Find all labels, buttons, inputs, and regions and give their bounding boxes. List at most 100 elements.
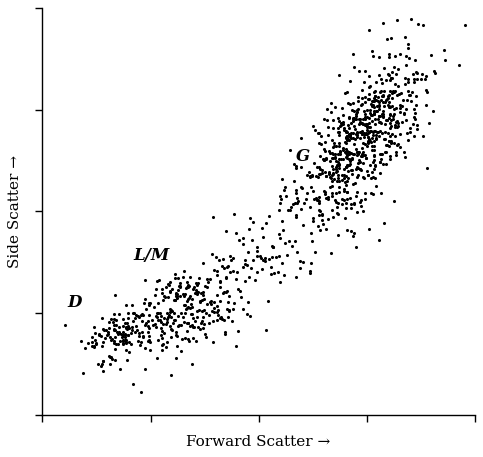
Point (145, 332, 153, 340)
Point (372, 132, 380, 139)
Point (234, 327, 242, 335)
Point (352, 112, 360, 120)
Point (325, 170, 333, 178)
Point (413, 121, 421, 128)
Point (132, 311, 140, 319)
Point (232, 229, 240, 236)
Point (369, 101, 377, 108)
Point (324, 215, 331, 223)
Point (384, 130, 392, 137)
Point (389, 112, 397, 120)
Point (114, 331, 122, 338)
Point (370, 137, 378, 144)
Point (345, 124, 353, 131)
Point (347, 134, 355, 141)
Point (210, 309, 218, 316)
Point (282, 184, 289, 191)
Point (253, 253, 261, 260)
Point (376, 158, 384, 165)
Point (350, 233, 357, 240)
Point (236, 287, 244, 294)
Point (364, 122, 371, 129)
Point (130, 309, 138, 317)
Point (369, 142, 377, 149)
Point (361, 116, 369, 123)
Point (353, 134, 361, 141)
Point (359, 115, 367, 122)
Point (105, 319, 113, 326)
Point (314, 163, 322, 170)
Point (110, 337, 118, 344)
Point (388, 74, 396, 82)
Point (346, 78, 354, 85)
Point (369, 174, 377, 181)
Point (395, 91, 403, 98)
Point (146, 300, 154, 307)
Point (293, 199, 301, 207)
Point (229, 254, 237, 261)
Point (215, 256, 223, 264)
Point (322, 172, 330, 180)
Point (197, 319, 204, 327)
Point (111, 340, 118, 347)
Point (326, 149, 334, 157)
Point (339, 112, 347, 119)
Point (333, 203, 341, 211)
Point (188, 295, 196, 302)
Point (193, 308, 201, 315)
Point (387, 122, 395, 130)
Point (128, 323, 136, 330)
Point (404, 45, 412, 52)
Point (353, 151, 361, 159)
Point (377, 151, 384, 158)
Point (386, 111, 394, 118)
Point (119, 315, 127, 322)
Point (166, 287, 174, 294)
Point (171, 296, 179, 303)
Point (309, 217, 317, 224)
Point (335, 189, 343, 196)
Point (369, 97, 376, 105)
Point (319, 156, 327, 163)
Point (267, 263, 274, 271)
Point (327, 174, 334, 181)
Point (289, 200, 297, 207)
Point (357, 202, 365, 210)
Point (163, 309, 171, 316)
Point (247, 265, 255, 272)
Point (128, 326, 136, 334)
Point (343, 195, 351, 202)
Point (381, 136, 388, 143)
Point (352, 110, 360, 117)
Point (350, 229, 358, 237)
Point (343, 226, 351, 234)
Point (285, 238, 293, 245)
Point (152, 292, 159, 299)
Point (306, 173, 313, 181)
Point (422, 87, 429, 94)
Point (105, 325, 113, 332)
Point (328, 150, 336, 157)
Point (111, 356, 119, 363)
Point (299, 258, 307, 266)
Point (363, 168, 371, 175)
Point (223, 264, 230, 271)
Point (324, 106, 331, 113)
Point (347, 227, 355, 234)
Point (129, 309, 137, 317)
Point (358, 128, 366, 135)
Point (331, 154, 339, 162)
Point (332, 189, 340, 197)
Point (455, 61, 463, 69)
Point (360, 129, 368, 137)
Point (364, 138, 371, 145)
Point (237, 293, 245, 301)
Point (286, 147, 294, 154)
Point (335, 139, 343, 147)
Point (346, 133, 354, 140)
Point (324, 194, 332, 201)
Point (410, 79, 418, 86)
Point (185, 319, 192, 326)
Point (184, 327, 191, 335)
Point (327, 249, 335, 256)
